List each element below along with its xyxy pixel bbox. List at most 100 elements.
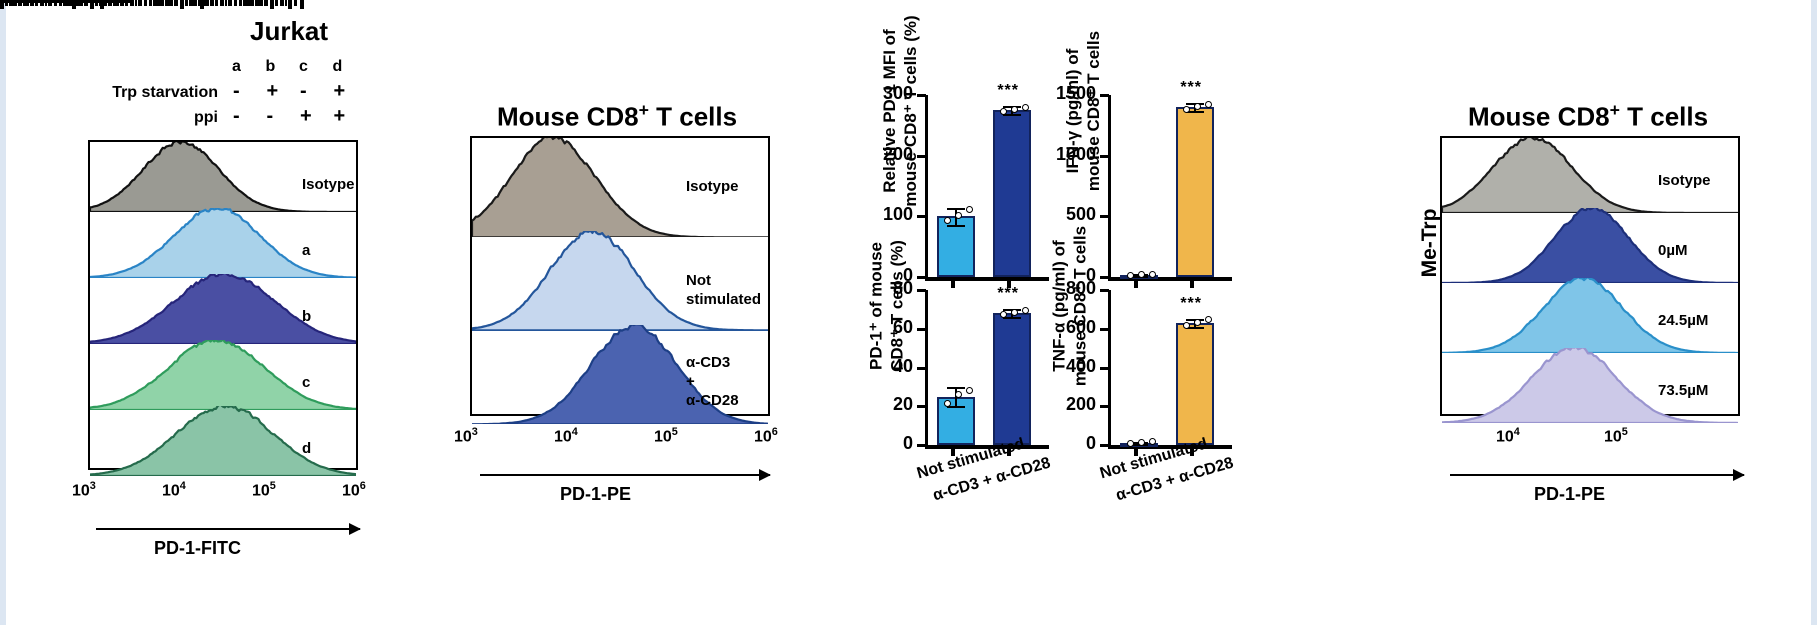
panel-e-hist-label-1: 0µM: [1658, 241, 1688, 259]
panel-a-axis-tick: [13, 0, 16, 6]
panel-a-xtick-0: 103: [72, 480, 96, 500]
panel-a-xtick-1: 104: [162, 480, 186, 500]
bar-tnf-alpha-ylabel: TNF-α (pg/ml) of mouse CD8⁺ T cells: [1049, 225, 1090, 387]
bar-pd1-mfi-yticklabel-3: 300: [882, 83, 913, 103]
panel-e-axis-tick: [42, 0, 44, 6]
bar-ifn-gamma-xtick-1: [1190, 281, 1195, 288]
panel-e-axis-tick: [120, 0, 122, 6]
bar-pd1-mfi-yticklabel-0: 0: [902, 265, 913, 285]
bar-ifn-gamma-ytick-3: [1100, 94, 1109, 97]
panel-a-axis-tick: [243, 0, 245, 6]
panel-e-axis-tick: [132, 0, 134, 6]
panel-e-group-label: Me-Trp: [1418, 208, 1441, 278]
bar-ifn-gamma-yticklabel-1: 500: [1065, 204, 1096, 225]
bar-ifn-gamma-yticklabel-0: 0: [1085, 265, 1096, 285]
bar-ifn-gamma-bar-1: [1176, 107, 1215, 277]
panel-b-hist-shape-2: [472, 324, 768, 424]
bar-ifn-gamma-datapoint-1-0: [1183, 105, 1191, 113]
panel-b-axis-tick: [25, 0, 27, 6]
panel-e-axis-tick: [198, 0, 200, 6]
panel-b-axis-tick: [230, 0, 232, 6]
panel-e-hist-shape-1: [1442, 208, 1738, 283]
panel-e-title: Mouse CD8+ T cells: [1468, 100, 1709, 132]
panel-b-axis-tick: [50, 0, 52, 6]
panel-e-axis-tick: [192, 0, 194, 6]
bar-ifn-gamma-datapoint-0-2: [1148, 270, 1156, 278]
bar-pd1-positive-datapoint-0-0: [943, 400, 951, 408]
panel-a-axis-tick: [58, 0, 61, 6]
panel-a-row-0-value-3: +: [333, 80, 346, 102]
panel-e-axis-tick: [204, 0, 206, 6]
panel-b-axis-tick: [45, 0, 47, 6]
bar-pd1-mfi-datapoint-1-2: [1022, 103, 1030, 111]
panel-a-histogram-0: Isotype: [90, 142, 356, 212]
panel-e-axis-tick: [216, 0, 218, 6]
panel-b-axis-tick: [85, 0, 87, 6]
panel-e-xtick-0: 104: [1496, 426, 1520, 446]
bar-ifn-gamma-datapoint-0-1: [1137, 271, 1145, 279]
bar-pd1-mfi-y-axis: [925, 95, 928, 280]
panel-b-xtick-2: 105: [654, 426, 678, 446]
panel-e-axis-label: PD-1-PE: [1534, 484, 1606, 504]
panel-e-axis-tick: [0, 0, 2, 6]
panel-e-axis-tick: [72, 0, 76, 9]
panel-e-axis-tick: [294, 0, 296, 6]
panel-b-hist-shape-1: [472, 231, 768, 331]
panel-b-axis-tick: [190, 0, 192, 6]
bar-pd1-mfi-xtick-0: [950, 281, 955, 288]
panel-a-axis-tick: [112, 0, 115, 6]
panel-e-axis-tick: [162, 0, 164, 6]
bar-ifn-gamma-x-axis: [1108, 277, 1232, 281]
bar-ifn-gamma-ytick-0: [1100, 276, 1109, 279]
panel-a-axis-tick: [270, 0, 274, 9]
panel-e-hist-shape-2: [1442, 278, 1738, 353]
bar-pd1-positive-x-axis: [925, 445, 1049, 449]
panel-b-axis-tick: [265, 0, 267, 6]
panel-b-axis-tick: [115, 0, 117, 6]
panel-a-axis-tick: [153, 0, 155, 6]
panel-a-axis-tick: [81, 0, 83, 6]
panel-e-hist-shape-0: [1442, 138, 1738, 213]
panel-b-axis-tick: [0, 0, 4, 9]
bar-pd1-positive-yticklabel-4: 80: [892, 278, 913, 298]
panel-a-hist-shape-0: [90, 142, 356, 212]
panel-a-column-b: b: [265, 58, 276, 75]
panel-a-axis-tick: [22, 0, 25, 6]
panel-b-axis-tick: [135, 0, 137, 6]
panel-e-axis-tick: [246, 0, 248, 6]
panel-a-hist-label-0: Isotype: [302, 176, 355, 194]
panel-b-axis-tick: [75, 0, 77, 6]
bar-tnf-alpha-datapoint-0-2: [1148, 438, 1156, 446]
panel-a-axis-tick: [261, 0, 263, 6]
bar-pd1-positive-ytick-3: [917, 327, 926, 331]
panel-a-hist-shape-4: [90, 406, 356, 476]
panel-b-histogram-2: α-CD3 + α-CD28: [472, 324, 768, 424]
bar-tnf-alpha-bar-1: [1176, 322, 1215, 445]
bar-pd1-mfi-x-axis: [925, 277, 1049, 281]
bar-ifn-gamma-datapoint-0-0: [1126, 271, 1134, 279]
panel-e-xtick-1: 105: [1604, 426, 1628, 446]
bar-pd1-mfi-datapoint-0-1: [954, 212, 962, 220]
bar-tnf-alpha-yticklabel-0: 0: [1085, 433, 1096, 453]
panel-b-axis-tick: [300, 0, 304, 9]
panel-e-axis-tick: [186, 0, 188, 6]
panel-b-axis-tick: [170, 0, 172, 6]
panel-e-axis-tick: [90, 0, 92, 6]
panel-e-axis-tick: [168, 0, 170, 6]
panel-b-axis-tick: [130, 0, 132, 6]
panel-b-axis-tick: [285, 0, 287, 6]
panel-e-tick-row: [0, 0, 302, 27]
bar-pd1-positive-bar-1: [993, 313, 1032, 445]
panel-a-axis-tick: [31, 0, 34, 6]
panel-a-axis-tick: [117, 0, 119, 6]
bar-tnf-alpha-datapoint-1-2: [1205, 316, 1213, 324]
bar-pd1-positive-datapoint-1-1: [1011, 309, 1019, 317]
panel-a-axis-tick: [247, 0, 250, 6]
panel-a-axis-tick: [211, 0, 214, 6]
bar-pd1-positive-xtick-0: [950, 449, 955, 456]
bar-pd1-positive-yticklabel-2: 40: [892, 355, 913, 376]
panel-a-hist-shape-2: [90, 274, 356, 344]
panel-a-axis-tick: [90, 0, 94, 9]
panel-e-axis-tick: [126, 0, 128, 6]
panel-a-axis-tick: [238, 0, 241, 6]
